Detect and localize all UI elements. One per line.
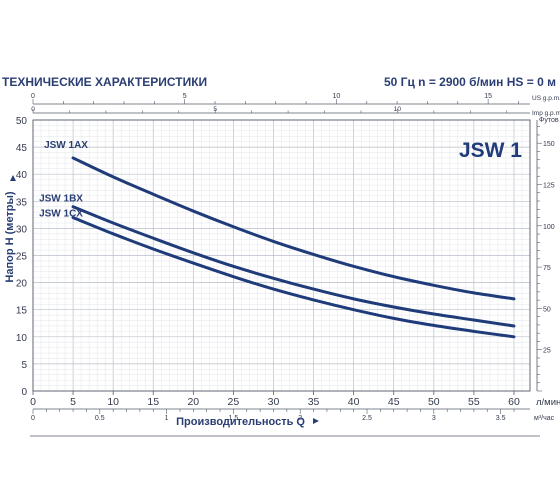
x-axis-arrow-icon xyxy=(313,418,319,424)
y-tick-label: 50 xyxy=(16,116,28,127)
x-tick-label: 50 xyxy=(428,396,440,408)
us-gpm-tick-label: 0 xyxy=(31,93,35,100)
feet-tick-label: 50 xyxy=(543,306,551,313)
feet-tick-label: 125 xyxy=(543,182,555,189)
imp-gpm-tick-label: 5 xyxy=(213,106,217,113)
y-axis-arrow-icon xyxy=(10,175,16,181)
imp-gpm-tick-label: 10 xyxy=(394,106,402,113)
y-tick-label: 20 xyxy=(16,279,28,290)
x-tick-label: 40 xyxy=(348,396,360,408)
feet-tick-label: 25 xyxy=(543,348,551,355)
us-gpm-unit-label: US g.p.m. xyxy=(532,95,560,102)
y-tick-label: 15 xyxy=(16,306,28,317)
y-axis-title: Напор H (метры) xyxy=(4,191,16,282)
chart-grid xyxy=(32,119,531,392)
feet-unit-label: Футов xyxy=(539,117,559,124)
m3h-tick-label: 0 xyxy=(31,415,35,422)
x-tick-label: 10 xyxy=(107,396,119,408)
imp-gpm-unit-label: Imp g.p.m. xyxy=(532,110,560,117)
y-tick-label: 30 xyxy=(16,224,28,235)
x-tick-label: 55 xyxy=(468,396,480,408)
feet-tick-label: 100 xyxy=(543,224,555,231)
series-label: JSW 1BX xyxy=(39,194,83,205)
x-tick-label: 45 xyxy=(388,396,400,408)
m3h-tick-label: 1 xyxy=(165,415,169,422)
x-axis-title: Производительность Q xyxy=(176,416,305,428)
x-tick-label: 30 xyxy=(268,396,280,408)
series-line-jsw-1bx xyxy=(71,205,516,328)
feet-tick-label: 75 xyxy=(543,265,551,272)
us-gpm-tick-label: 10 xyxy=(333,93,341,100)
imp-gpm-tick-label: 0 xyxy=(31,106,35,113)
x-tick-label: 25 xyxy=(228,396,240,408)
x-tick-label: 5 xyxy=(70,396,76,408)
x-tick-label: 15 xyxy=(147,396,159,408)
page-header-title: ТЕХНИЧЕСКИЕ ХАРАКТЕРИСТИКИ xyxy=(2,75,207,89)
plot-frame xyxy=(32,119,531,392)
chart-title: JSW 1 xyxy=(459,139,522,162)
y-tick-label: 10 xyxy=(16,333,28,344)
chart-series: JSW 1AX JSW 1BX JSW 1CX xyxy=(39,140,516,339)
series-line-jsw-1ax xyxy=(71,156,516,301)
x-tick-label: 60 xyxy=(508,396,520,408)
series-label: JSW 1CX xyxy=(39,209,83,220)
page-header-conditions: 50 Гц n = 2900 б/мин HS = 0 м xyxy=(384,75,556,89)
m3h-tick-label: 3.5 xyxy=(496,415,506,422)
y-tick-label: 0 xyxy=(21,387,27,398)
x-unit-label: л/мин xyxy=(536,397,560,408)
feet-tick-label: 150 xyxy=(543,141,555,148)
m3h-unit-label: м³/час xyxy=(534,415,555,422)
m3h-tick-label: 1.5 xyxy=(229,415,239,422)
y-tick-label: 40 xyxy=(16,170,28,181)
series-label: JSW 1AX xyxy=(44,140,88,151)
y-tick-label: 45 xyxy=(16,143,28,154)
m3h-tick-label: 2.5 xyxy=(362,415,372,422)
x-tick-label: 35 xyxy=(308,396,320,408)
x-tick-label: 0 xyxy=(30,396,36,408)
us-gpm-tick-label: 15 xyxy=(484,93,492,100)
y-tick-label: 5 xyxy=(21,360,27,371)
us-gpm-tick-label: 5 xyxy=(183,93,187,100)
y-tick-label: 35 xyxy=(16,197,28,208)
series-line-jsw-1cx xyxy=(71,216,516,339)
m3h-tick-label: 3 xyxy=(432,415,436,422)
y-tick-label: 25 xyxy=(16,252,28,263)
m3h-tick-label: 2 xyxy=(298,415,302,422)
m3h-tick-label: 0.5 xyxy=(95,415,105,422)
x-tick-label: 20 xyxy=(187,396,199,408)
